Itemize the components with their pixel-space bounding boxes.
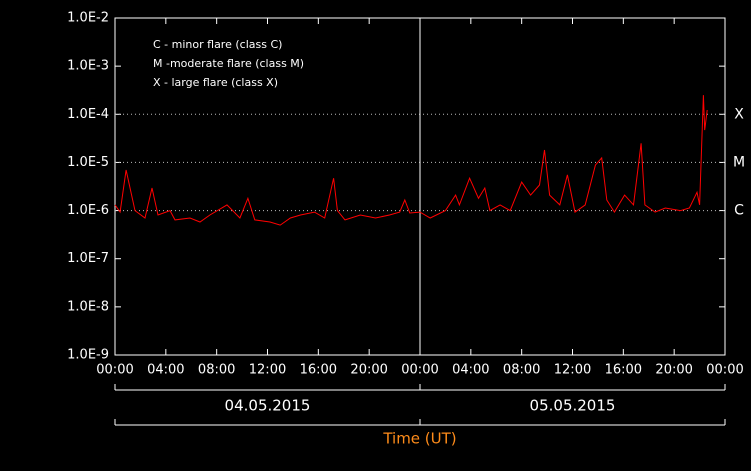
- date-brackets: [114, 384, 726, 426]
- legend: C - minor flare (class C) M -moderate fla…: [153, 38, 304, 89]
- x-tick-label: 20:00: [350, 363, 387, 378]
- date-label: 04.05.2015: [225, 397, 311, 415]
- y-tick-label: 1.0E-3: [67, 59, 109, 74]
- flux-line: [114, 95, 708, 226]
- x-tick-label: 00:00: [401, 363, 438, 378]
- x-tick-label: 08:00: [198, 363, 235, 378]
- flare-level-label: C: [734, 203, 744, 219]
- legend-note: X - large flare (class X): [153, 76, 278, 89]
- y-tick-label: 1.0E-6: [67, 203, 109, 218]
- y-tick-label: 1.0E-9: [67, 348, 109, 363]
- x-tick-label: 04:00: [452, 363, 489, 378]
- flare-level-label: X: [734, 106, 744, 122]
- x-tick-label: 08:00: [503, 363, 540, 378]
- x-tick-label: 12:00: [249, 363, 286, 378]
- y-tick-label: 1.0E-7: [67, 251, 109, 266]
- x-tick-label: 20:00: [655, 363, 692, 378]
- x-tick-label: 04:00: [147, 363, 184, 378]
- x-tick-label: 12:00: [554, 363, 591, 378]
- x-tick-label: 16:00: [300, 363, 337, 378]
- x-tick-label: 00:00: [96, 363, 133, 378]
- y-tick-label: 1.0E-8: [67, 299, 109, 314]
- y-tick-label: 1.0E-2: [67, 11, 109, 26]
- x-axis-label: Time (UT): [382, 430, 456, 448]
- legend-note: C - minor flare (class C): [153, 38, 282, 51]
- legend-note: M -moderate flare (class M): [153, 57, 304, 70]
- flare-level-label: M: [733, 154, 745, 170]
- y-tick-label: 1.0E-4: [67, 107, 109, 122]
- x-tick-label: 00:00: [706, 363, 743, 378]
- x-tick-label: 16:00: [605, 363, 642, 378]
- date-label: 05.05.2015: [530, 397, 616, 415]
- y-tick-label: 1.0E-5: [67, 155, 109, 170]
